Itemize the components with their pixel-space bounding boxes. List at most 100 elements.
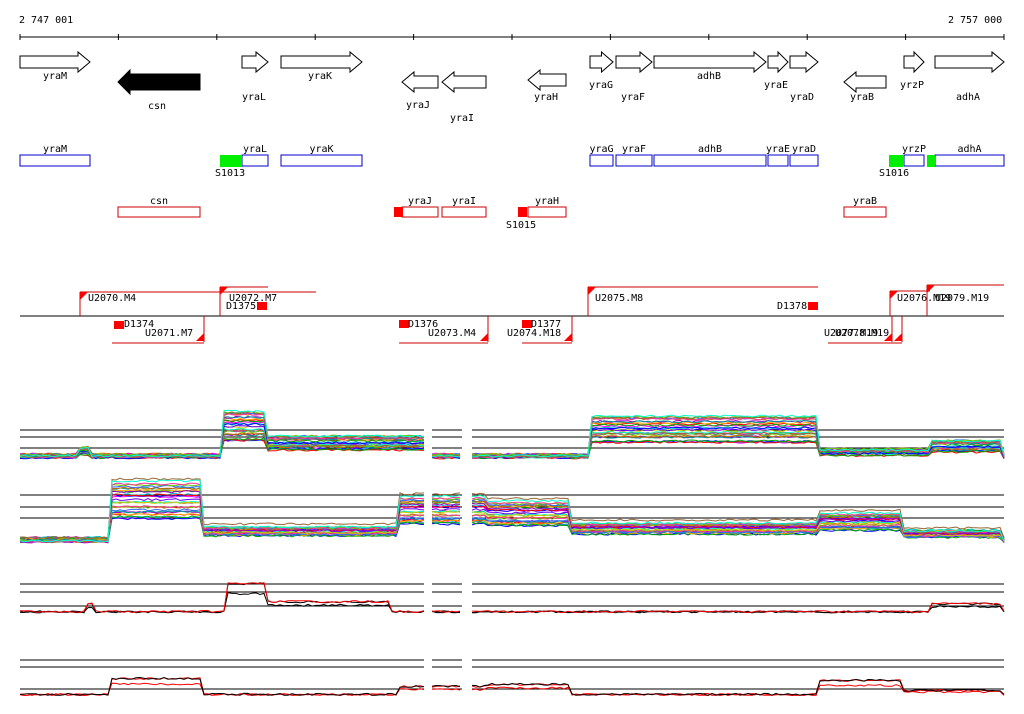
plus-gene-label-yraK: yraK — [309, 144, 333, 155]
segment-label-U2078.M19: U2078.M19 — [835, 328, 889, 339]
gene-arrow-yraJ[interactable] — [401, 70, 439, 94]
gene-label-csn: csn — [148, 101, 166, 112]
gene-arrow-adhB[interactable] — [653, 50, 767, 74]
terminator-D1374 — [114, 321, 124, 329]
gene-arrow-yraI[interactable] — [441, 70, 487, 94]
expression-series-line — [19, 479, 1005, 543]
segment-minus-flag — [196, 333, 204, 341]
minus-gene-label-yraB: yraB — [853, 196, 877, 207]
expression-series-line — [19, 412, 1005, 456]
minus-gene-label-yraH: yraH — [535, 196, 559, 207]
gene-arrow-csn[interactable] — [117, 68, 201, 96]
terminator-D1377 — [522, 320, 532, 328]
gene-label-yraB: yraB — [850, 92, 874, 103]
terminator-label-D1375: D1375 — [226, 301, 256, 312]
gene-arrow-yraM[interactable] — [19, 50, 91, 74]
segment-label-U2076.M19: U2076.M19 — [897, 293, 951, 304]
promoter-mark — [927, 155, 935, 167]
panel-gap — [462, 408, 472, 462]
plus-gene-label-yraL: yraL — [243, 144, 267, 155]
gene-arrow-yraG[interactable] — [589, 50, 614, 74]
minus-start-mark — [518, 207, 527, 217]
plus-gene-box-yraD[interactable] — [789, 154, 819, 167]
gene-label-yraM: yraM — [43, 71, 67, 82]
panel-gap — [462, 653, 472, 699]
segment-label-U2074.M18: U2074.M18 — [507, 328, 561, 339]
gene-label-yraI: yraI — [450, 113, 474, 124]
terminator-D1376 — [399, 320, 409, 328]
segment-minus-flag — [884, 333, 892, 341]
gene-label-yraL: yraL — [242, 92, 266, 103]
segment-plus-flag — [588, 287, 596, 295]
gene-arrow-yraH[interactable] — [527, 68, 567, 92]
plus-gene-box-yraM[interactable] — [19, 154, 91, 167]
gene-arrow-yraF[interactable] — [615, 50, 653, 74]
panel-gap — [462, 473, 472, 546]
gene-label-yraD: yraD — [790, 92, 814, 103]
terminator-label-D1376: D1376 — [408, 319, 438, 330]
promoter-mark-S1013 — [220, 155, 242, 167]
plus-gene-box-yraF[interactable] — [615, 154, 653, 167]
transcription-segment-track: U2070.M4 U2072.M7 U2075.M8 U2076.M19U2079.M… — [20, 284, 1004, 344]
expression-series-line — [19, 409, 1005, 458]
gene-label-yraF: yraF — [621, 92, 645, 103]
expression-panel-4 — [19, 653, 1005, 699]
gene-arrow-adhA[interactable] — [934, 50, 1005, 74]
gene-arrow-yraK[interactable] — [280, 50, 363, 74]
promoter-label-S1016: S1016 — [879, 168, 909, 179]
promoter-label-S1013: S1013 — [215, 168, 245, 179]
segment-plus-flag — [927, 285, 935, 293]
segment-plus-flag — [220, 287, 228, 295]
gene-label-yraH: yraH — [534, 92, 558, 103]
gene-arrow-yraB[interactable] — [843, 70, 887, 94]
gene-arrow-track: yraM csn yraL yraK yraJ yraI yraH yraG yraF adhB y… — [19, 50, 1005, 124]
plus-gene-box-yraE[interactable] — [767, 154, 789, 167]
promoter-mark-S1016 — [889, 155, 903, 167]
minus-gene-label-yraI: yraI — [452, 196, 476, 207]
plus-gene-box-adhB[interactable] — [653, 154, 767, 167]
expression-panel-3 — [19, 576, 1005, 616]
gene-arrow-yrzP[interactable] — [903, 50, 925, 74]
plus-gene-box-yrzP[interactable] — [903, 154, 925, 167]
plus-gene-box-yraK[interactable] — [280, 154, 363, 167]
plus-gene-box-yraG[interactable] — [589, 154, 614, 167]
gene-label-yraJ: yraJ — [406, 100, 430, 111]
plus-gene-box-yraL[interactable] — [241, 154, 269, 167]
segment-label-U2079.M19: U2079.M19 — [935, 293, 989, 304]
minus-gene-box-yraB[interactable] — [843, 206, 887, 218]
expression-series-line — [20, 411, 1005, 459]
expression-series-line — [19, 677, 1005, 697]
plus-gene-label-yraG: yraG — [589, 144, 613, 155]
panel-gap — [424, 576, 432, 616]
plus-gene-box-adhA[interactable] — [934, 154, 1005, 167]
gene-arrow-yraE[interactable] — [767, 50, 789, 74]
segment-plus-flag — [80, 292, 88, 300]
expression-series-line — [19, 581, 1005, 614]
plus-strand-gene-track: yraM yraL yraK yraG yraF adhB yraE yraD yrzP adhA — [19, 144, 1005, 167]
segment-label-U2073.M4: U2073.M4 — [428, 328, 476, 339]
minus-gene-box-yraJ[interactable] — [401, 206, 439, 218]
expression-series-line — [19, 477, 1005, 540]
minus-gene-box-yraI[interactable] — [441, 206, 487, 218]
plus-gene-label-yrzP: yrzP — [902, 144, 926, 155]
segment-plus-flag — [890, 291, 898, 299]
expression-profile-panels — [19, 408, 1005, 699]
gene-label-yraK: yraK — [308, 71, 332, 82]
expression-series-line — [19, 490, 1005, 544]
minus-gene-box-csn[interactable] — [117, 206, 201, 218]
promoter-track: S1013 S1015 S1016 — [215, 155, 935, 231]
gene-label-adhA: adhA — [956, 92, 980, 103]
panel-gap — [424, 473, 432, 546]
segment-label-U2072.M7: U2072.M7 — [229, 293, 277, 304]
gene-arrow-yraL[interactable] — [241, 50, 269, 74]
promoter-label-S1015: S1015 — [506, 220, 536, 231]
expression-panel-2 — [19, 473, 1005, 546]
plus-gene-label-adhB: adhB — [698, 144, 722, 155]
gene-label-yraE: yraE — [764, 80, 788, 91]
panel-gap — [462, 576, 472, 616]
gene-arrow-yraD[interactable] — [789, 50, 819, 74]
segment-label-U2071.M7: U2071.M7 — [145, 328, 193, 339]
coordinate-ruler: 2 747 001 2 757 000 — [19, 15, 1005, 40]
minus-gene-box-yraH[interactable] — [527, 206, 567, 218]
